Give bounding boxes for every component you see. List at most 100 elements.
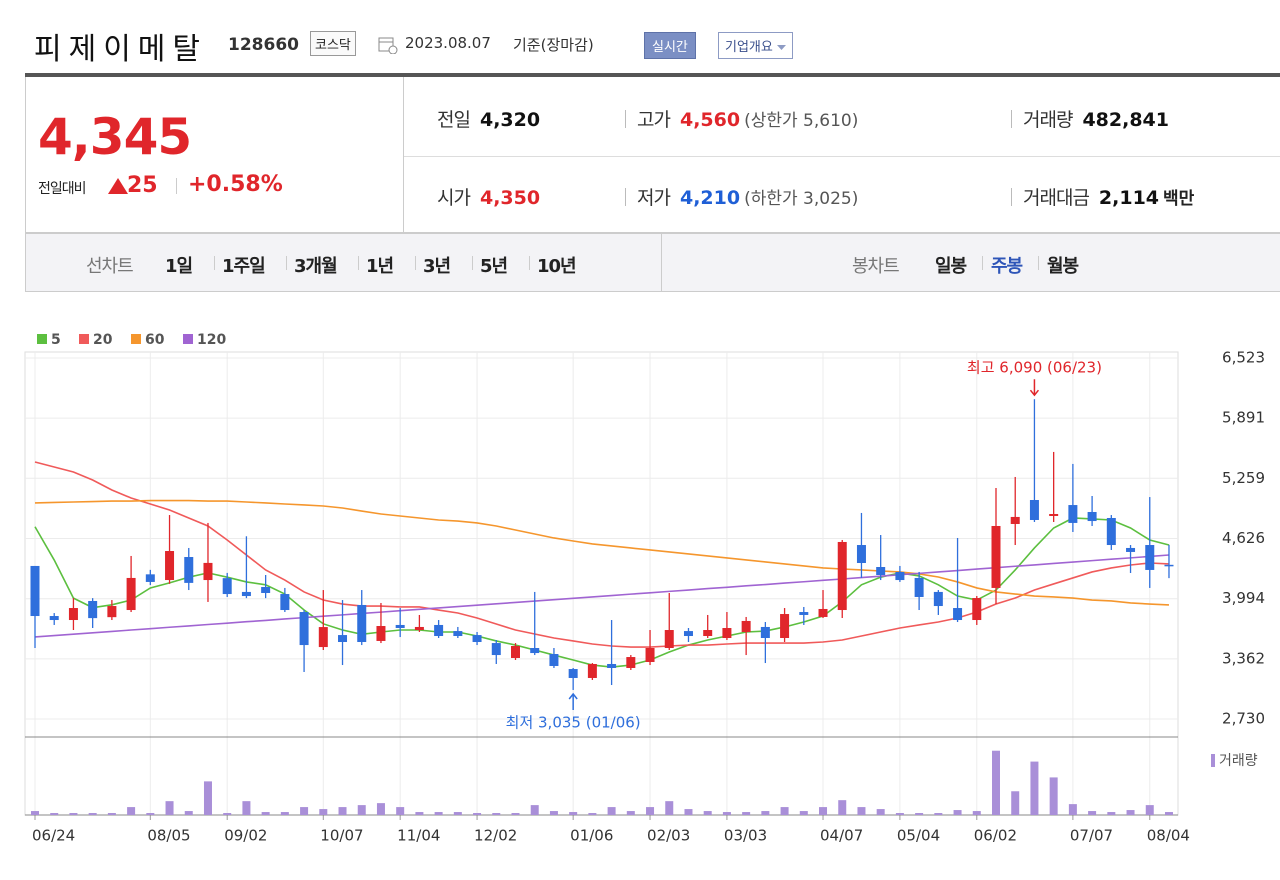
period-tab[interactable]: 5년 bbox=[480, 256, 508, 277]
x-tick-label: 08/05 bbox=[147, 827, 190, 845]
candle-body bbox=[1010, 516, 1020, 524]
volume-bar bbox=[703, 811, 712, 815]
volume-bar bbox=[1126, 810, 1135, 815]
volume-bar bbox=[223, 813, 232, 815]
quote-value: 4,350 bbox=[479, 187, 541, 209]
legend-label: 5 bbox=[51, 332, 61, 348]
quote-cell: 저가 4,210 (하한가 3,025) bbox=[637, 183, 858, 210]
candle-body bbox=[511, 646, 520, 658]
candle-body bbox=[30, 565, 40, 617]
quote-label: 고가 bbox=[637, 109, 671, 131]
candle-body bbox=[895, 571, 905, 581]
candle-body bbox=[261, 586, 271, 593]
candle-body bbox=[991, 525, 1001, 588]
period-tab[interactable]: 3개월 bbox=[294, 256, 338, 277]
period-tab[interactable]: 3년 bbox=[423, 256, 451, 277]
period-tab[interactable]: 1주일 bbox=[222, 256, 266, 277]
legend-label: 60 bbox=[145, 332, 165, 348]
low-arrow bbox=[568, 692, 578, 710]
volume-bar bbox=[1164, 812, 1173, 815]
candle-body bbox=[165, 551, 175, 581]
base-note: 기준(장마감) bbox=[513, 36, 594, 54]
volume-bar bbox=[665, 801, 674, 815]
quote-value: 2,114 bbox=[1098, 187, 1160, 209]
legend-label: 120 bbox=[197, 332, 226, 348]
volume-bar bbox=[511, 813, 520, 815]
volume-bar bbox=[742, 812, 751, 815]
quote-note: (하한가 3,025) bbox=[744, 189, 859, 209]
high-annotation: 최고 6,090 (06/23) bbox=[967, 359, 1102, 377]
company-button-label[interactable]: 기업개요 bbox=[725, 40, 773, 55]
volume-bar bbox=[31, 811, 39, 815]
volume-bar bbox=[876, 809, 885, 815]
tab-separator bbox=[982, 256, 983, 270]
base-date: 2023.08.07 bbox=[405, 34, 491, 52]
candle-body bbox=[933, 591, 943, 607]
tab-separator bbox=[286, 256, 287, 270]
volume-bar bbox=[127, 807, 136, 815]
tab-divider bbox=[661, 233, 662, 292]
row-divider bbox=[404, 156, 1280, 157]
volume-bar bbox=[415, 812, 424, 815]
volume-bar bbox=[261, 812, 270, 815]
candle-body bbox=[760, 626, 770, 639]
y-tick-label: 5,259 bbox=[1222, 469, 1265, 487]
volume-bar bbox=[338, 807, 347, 815]
x-tick-label: 05/04 bbox=[897, 827, 940, 845]
quote-value: 4,210 bbox=[679, 187, 741, 209]
x-tick-label: 01/06 bbox=[570, 827, 613, 845]
volume-bar bbox=[626, 811, 635, 815]
x-tick-label: 02/03 bbox=[647, 827, 690, 845]
divider bbox=[25, 73, 1280, 77]
y-tick-label: 5,891 bbox=[1222, 409, 1265, 427]
x-tick-label: 06/24 bbox=[32, 827, 75, 845]
candle-body bbox=[914, 577, 924, 597]
x-tick-label: 10/07 bbox=[320, 827, 363, 845]
candle-body bbox=[472, 635, 482, 643]
y-tick-label: 4,626 bbox=[1222, 529, 1265, 547]
stock-name: 피제이메탈 bbox=[34, 32, 207, 67]
legend-label: 20 bbox=[93, 332, 113, 348]
candle-body bbox=[414, 626, 424, 631]
candle-body bbox=[972, 598, 982, 621]
volume-bar bbox=[88, 813, 97, 815]
x-tick-label: 11/04 bbox=[397, 827, 440, 845]
volume-bar bbox=[165, 801, 174, 815]
candle-body bbox=[1145, 545, 1155, 570]
separator bbox=[1011, 188, 1012, 206]
candle-body bbox=[434, 624, 444, 637]
volume-bar bbox=[1088, 811, 1097, 815]
candle-body bbox=[203, 562, 213, 581]
separator bbox=[1011, 110, 1012, 128]
candle-body bbox=[280, 594, 290, 611]
candle-body bbox=[530, 647, 540, 654]
candle-tab[interactable]: 일봉 bbox=[935, 256, 967, 277]
volume-bar bbox=[50, 813, 59, 815]
candle-tab[interactable]: 월봉 bbox=[1047, 256, 1079, 277]
x-tick-label: 08/04 bbox=[1147, 827, 1190, 845]
period-tab[interactable]: 1년 bbox=[366, 256, 394, 277]
candle-body bbox=[126, 577, 136, 611]
candle-tab[interactable]: 주봉 bbox=[991, 256, 1023, 277]
tab-separator bbox=[214, 256, 215, 270]
company-button[interactable]: 기업개요 bbox=[718, 32, 793, 59]
legend-swatch bbox=[79, 334, 89, 344]
period-tab[interactable]: 1일 bbox=[165, 256, 193, 277]
quote-cell: 시가 4,350 bbox=[437, 183, 540, 210]
volume-bar bbox=[473, 813, 482, 815]
period-tab[interactable]: 10년 bbox=[537, 256, 577, 277]
period-tabs bbox=[25, 233, 1280, 292]
volume-bar bbox=[915, 813, 924, 815]
candle-body bbox=[587, 663, 597, 678]
candle-body bbox=[318, 627, 328, 648]
candle-body bbox=[818, 608, 828, 617]
volume-bar bbox=[107, 813, 116, 815]
legend-swatch bbox=[37, 334, 47, 344]
realtime-button[interactable]: 실시간 bbox=[644, 32, 696, 59]
candle-body bbox=[741, 620, 751, 633]
legend-swatch bbox=[1211, 754, 1215, 767]
candle-body bbox=[491, 643, 501, 656]
candle-body bbox=[1068, 505, 1078, 523]
volume-bar bbox=[69, 813, 78, 815]
candle-body bbox=[856, 545, 866, 564]
